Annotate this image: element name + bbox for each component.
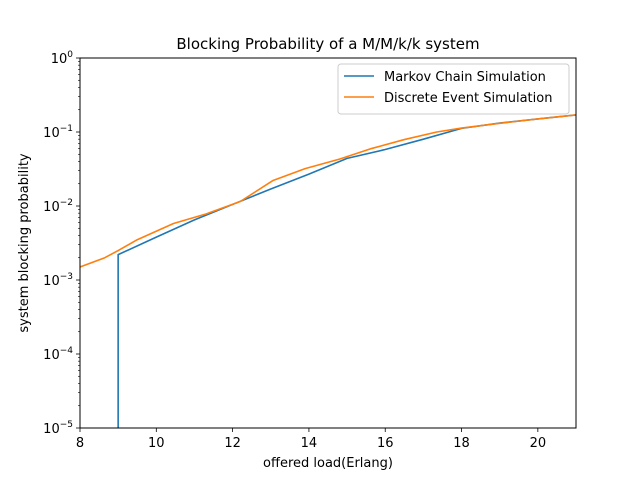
legend-frame [337,63,570,115]
y-tick-label: 10−2 [43,198,73,215]
x-tick-label: 14 [301,436,318,451]
y-tick-label: 10−3 [43,272,73,289]
x-tick-label: 20 [530,436,547,451]
plot-area [80,58,576,428]
y-tick-label: 10−1 [43,124,73,141]
x-tick-label: 10 [148,436,165,451]
x-tick-label: 8 [76,436,84,451]
x-tick-label: 12 [224,436,241,451]
y-tick-label: 10−5 [43,420,73,437]
legend-label-discrete-event: Discrete Event Simulation [384,91,552,106]
x-tick-label: 18 [453,436,470,451]
series-line-discrete-event-simulation [80,114,576,268]
legend-label-markov: Markov Chain Simulation [384,70,546,85]
series-layer [80,114,576,428]
chart-title: Blocking Probability of a M/M/k/k system [176,35,479,53]
ticks-layer: 8 10 12 14 16 18 20 10−5 10−4 10−3 10−2 10−1 100 [43,50,546,451]
x-tick-label: 16 [377,436,394,451]
legend: Markov Chain Simulation Discrete Event S… [337,63,570,115]
y-axis-title: system blocking probability [17,153,32,333]
x-axis-title: offered load(Erlang) [263,456,393,471]
y-tick-label: 10−4 [43,346,73,363]
plot-frame [79,57,577,429]
y-tick-label: 100 [51,50,74,67]
